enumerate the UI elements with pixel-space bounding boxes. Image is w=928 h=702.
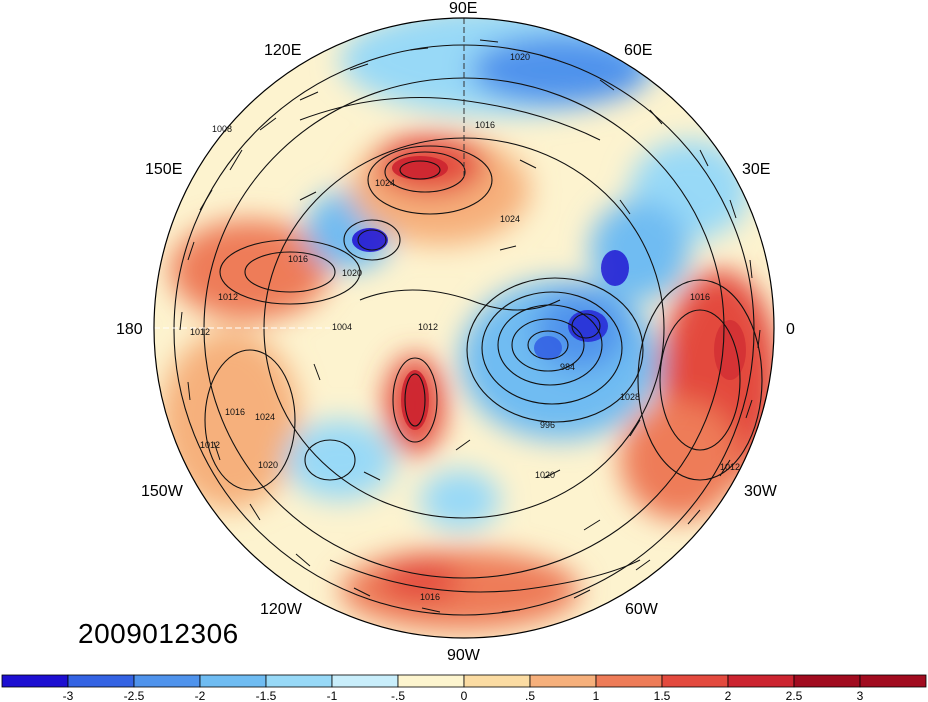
- contour-label: 1016: [225, 407, 245, 417]
- contour-label: 1020: [258, 460, 278, 470]
- graticule: [153, 17, 775, 639]
- lon-label-30w: 30W: [744, 483, 778, 500]
- contour-label: 1016: [288, 254, 308, 264]
- lon-label-120w: 120W: [260, 601, 303, 618]
- colorbar-tick-label: 2.5: [786, 689, 803, 702]
- colorbar-bin: [199, 674, 267, 688]
- colorbar-tick-label: -3: [63, 689, 74, 702]
- contour-label: 1016: [475, 120, 495, 130]
- contour-label: 1012: [720, 462, 740, 472]
- lon-label-150w: 150W: [141, 483, 184, 500]
- contour-label: 1024: [375, 178, 395, 188]
- contour-label: 1008: [212, 124, 232, 134]
- lon-label-30e: 30E: [742, 161, 770, 178]
- colorbar-bin: [529, 674, 597, 688]
- lon-label-90e: 90E: [449, 0, 477, 17]
- colorbar-bin: [397, 674, 465, 688]
- lon-label-120e: 120E: [264, 42, 301, 59]
- contour-label: 1012: [218, 292, 238, 302]
- contour-label: 996: [540, 420, 555, 430]
- contour-label: 1016: [690, 292, 710, 302]
- colorbar-bin: [133, 674, 201, 688]
- lon-label-180: 180: [116, 321, 143, 338]
- colorbar-bin: [1, 674, 69, 688]
- colorbar-bin: [67, 674, 135, 688]
- contour-label: 1020: [535, 470, 555, 480]
- colorbar-bin: [661, 674, 729, 688]
- contour-label: 1012: [200, 440, 220, 450]
- longitude-labels: 90E 60E 30E 0 30W 60W 90W 120W 150W 180 …: [116, 0, 795, 664]
- colorbar-bin: [265, 674, 333, 688]
- contour-label: 1020: [510, 52, 530, 62]
- colorbar-labels: -3 -2.5 -2 -1.5 -1 -.5 0 .5 1 1.5 2 2.5 3: [63, 689, 864, 702]
- contour-label: 1024: [255, 412, 275, 422]
- colorbar-tick-label: 1.5: [654, 689, 671, 702]
- contour-label: 984: [560, 362, 575, 372]
- colorbar-tick-label: -.5: [391, 689, 405, 702]
- lon-label-60e: 60E: [624, 42, 652, 59]
- colorbar: [1, 674, 927, 688]
- colorbar-bin: [463, 674, 531, 688]
- colorbar-tick-label: -1: [327, 689, 338, 702]
- contour-label: 1004: [332, 322, 352, 332]
- contour-label: 1024: [500, 214, 520, 224]
- contour-label: 1012: [190, 327, 210, 337]
- lon-label-0: 0: [786, 321, 795, 338]
- colorbar-tick-label: .5: [525, 689, 535, 702]
- colorbar-bin: [595, 674, 663, 688]
- contour-label: 1016: [420, 592, 440, 602]
- colorbar-bin: [859, 674, 927, 688]
- lon-label-90w: 90W: [447, 647, 481, 664]
- lon-label-60w: 60W: [625, 601, 659, 618]
- colorbar-bin: [727, 674, 795, 688]
- colorbar-bin: [793, 674, 861, 688]
- colorbar-bin: [331, 674, 399, 688]
- contour-labels: 1008 1012 1016 1020 1024 1012 1004 1012 1024 1020…: [190, 52, 740, 602]
- colorbar-tick-label: -2: [195, 689, 206, 702]
- wind-barbs: [179, 39, 761, 613]
- lon-label-150e: 150E: [145, 161, 182, 178]
- colorbar-tick-label: 3: [857, 689, 864, 702]
- contour-label: 1020: [342, 268, 362, 278]
- colorbar-tick-label: 0: [461, 689, 468, 702]
- colorbar-tick-label: -1.5: [256, 689, 277, 702]
- map-boundary: [153, 17, 775, 639]
- datestamp: 2009012306: [78, 618, 239, 649]
- contour-label: 1012: [418, 322, 438, 332]
- colorbar-tick-label: -2.5: [124, 689, 145, 702]
- colorbar-tick-label: 2: [725, 689, 732, 702]
- contour-label: 1028: [620, 392, 640, 402]
- colorbar-tick-label: 1: [593, 689, 600, 702]
